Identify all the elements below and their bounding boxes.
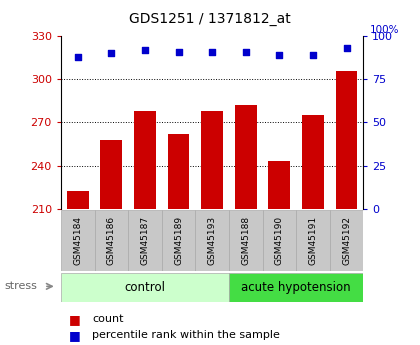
Bar [268,161,290,209]
Bar [336,71,357,209]
Text: GSM45189: GSM45189 [174,216,183,265]
Point [242,49,249,55]
Text: ■: ■ [69,313,81,326]
Bar [128,210,162,271]
Bar [302,115,324,209]
Text: stress: stress [4,282,37,291]
Point [142,47,148,53]
Text: 100%: 100% [369,26,399,35]
Text: GSM45184: GSM45184 [73,216,82,265]
Point [310,52,316,58]
Bar [67,191,89,209]
Point [276,52,283,58]
Bar [134,111,156,209]
Bar [229,273,363,302]
Text: GSM45187: GSM45187 [140,216,150,265]
Bar [61,273,229,302]
Point [74,54,81,60]
Bar [100,140,122,209]
Bar [262,210,296,271]
Bar [229,210,262,271]
Text: GSM45193: GSM45193 [207,216,217,265]
Bar [162,210,195,271]
Text: GSM45190: GSM45190 [275,216,284,265]
Bar [61,210,94,271]
Bar [235,105,257,209]
Point [108,51,115,56]
Text: control: control [124,281,165,294]
Bar [201,111,223,209]
Point [175,49,182,55]
Point [343,46,350,51]
Bar [330,210,363,271]
Text: ■: ■ [69,329,81,342]
Point [209,49,215,55]
Text: percentile rank within the sample: percentile rank within the sample [92,331,280,340]
Text: GSM45192: GSM45192 [342,216,351,265]
Text: count: count [92,314,124,324]
Text: acute hypotension: acute hypotension [241,281,351,294]
Text: GSM45191: GSM45191 [308,216,318,265]
Bar [94,210,128,271]
Bar [195,210,229,271]
Bar [296,210,330,271]
Text: GSM45186: GSM45186 [107,216,116,265]
Text: GDS1251 / 1371812_at: GDS1251 / 1371812_at [129,12,291,26]
Text: GSM45188: GSM45188 [241,216,250,265]
Bar [168,134,189,209]
